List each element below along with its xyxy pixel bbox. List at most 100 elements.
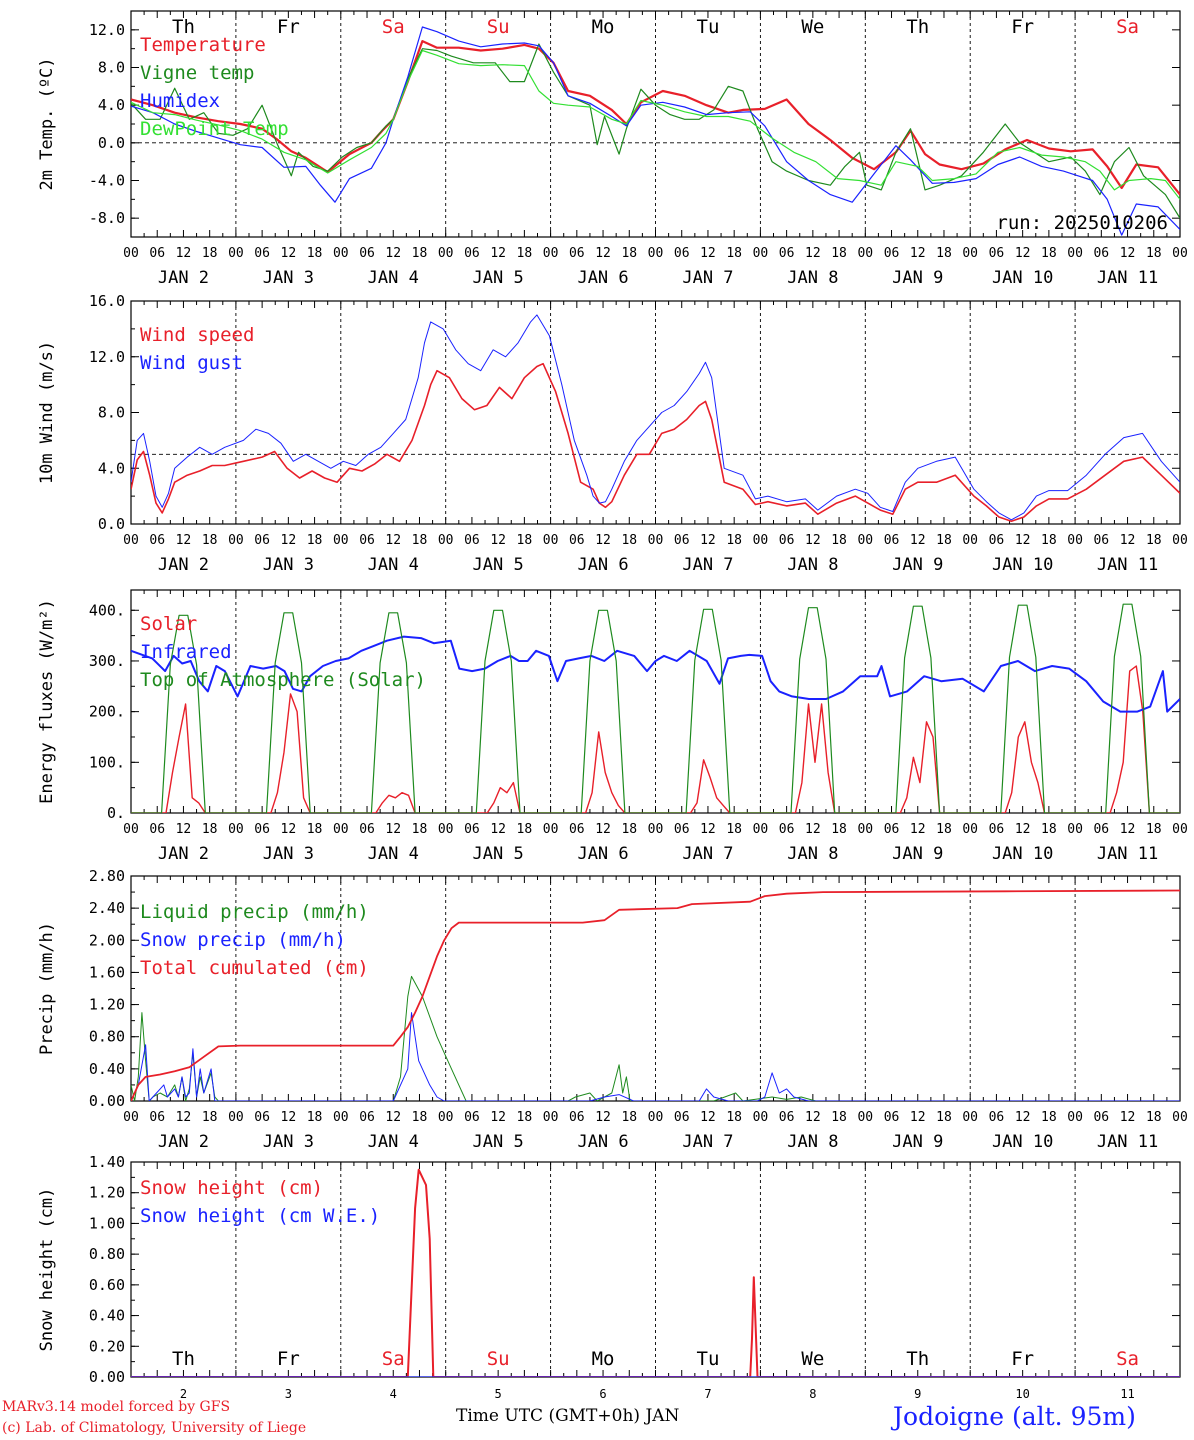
hour-tick-label: 12 <box>385 1110 401 1125</box>
weekday-label: Sa <box>382 16 405 38</box>
hour-tick-label: 00 <box>543 533 559 548</box>
hour-tick-label: 00 <box>438 1110 454 1125</box>
hour-tick-label: 06 <box>779 822 795 837</box>
hour-tick-label: 00 <box>333 533 349 548</box>
series-line <box>131 314 1180 521</box>
hour-tick-label: 12 <box>910 822 926 837</box>
day-label: JAN 11 <box>1097 1132 1158 1152</box>
hour-tick-label: 00 <box>962 822 978 837</box>
hour-tick-label: 00 <box>857 822 873 837</box>
hour-tick-label: 12 <box>1015 533 1031 548</box>
day-label: JAN 6 <box>577 268 628 288</box>
hour-tick-label: 06 <box>149 533 165 548</box>
day-number-label: 4 <box>390 1387 397 1401</box>
hour-tick-label: 18 <box>726 246 742 261</box>
hour-tick-label: 12 <box>595 822 611 837</box>
hour-tick-label: 00 <box>1067 1110 1083 1125</box>
hour-tick-label: 00 <box>1172 822 1188 837</box>
y-tick-label: 0.40 <box>89 1307 125 1325</box>
hour-tick-label: 06 <box>1093 533 1109 548</box>
hour-tick-label: 18 <box>412 1110 428 1125</box>
hour-tick-label: 18 <box>517 822 533 837</box>
hour-tick-label: 00 <box>753 246 769 261</box>
hour-tick-label: 12 <box>700 1110 716 1125</box>
y-axis-label: Precip (mm/h) <box>37 922 57 1055</box>
hour-tick-label: 12 <box>700 533 716 548</box>
hour-tick-label: 18 <box>202 822 218 837</box>
y-axis-label: 10m Wind (m/s) <box>37 341 57 484</box>
hour-tick-label: 18 <box>831 1110 847 1125</box>
hour-tick-label: 12 <box>281 533 297 548</box>
hour-tick-label: 18 <box>307 1110 323 1125</box>
weekday-label: Sa <box>1116 1348 1139 1370</box>
weekday-label: Su <box>487 1348 510 1370</box>
legend-entry: Total cumulated (cm) <box>140 957 369 979</box>
hour-tick-label: 18 <box>517 533 533 548</box>
hour-tick-label: 18 <box>1041 533 1057 548</box>
day-label: JAN 7 <box>682 1132 733 1152</box>
hour-tick-label: 00 <box>123 533 139 548</box>
hour-tick-label: 18 <box>1146 1110 1162 1125</box>
y-tick-label: 0.00 <box>89 1092 125 1110</box>
hour-tick-label: 00 <box>228 246 244 261</box>
hour-tick-label: 18 <box>936 533 952 548</box>
hour-tick-label: 06 <box>254 246 270 261</box>
day-label: JAN 6 <box>577 555 628 575</box>
day-label: JAN 10 <box>992 555 1053 575</box>
hour-tick-label: 06 <box>674 1110 690 1125</box>
day-label: JAN 11 <box>1097 268 1158 288</box>
hour-tick-label: 18 <box>202 246 218 261</box>
weekday-label: Tu <box>697 16 720 38</box>
hour-tick-label: 00 <box>962 1110 978 1125</box>
y-axis-label: Energy fluxes (W/m²) <box>37 599 57 804</box>
weekday-label: Fr <box>277 1348 300 1370</box>
hour-tick-label: 00 <box>438 533 454 548</box>
day-label: JAN 7 <box>682 268 733 288</box>
hour-tick-label: 12 <box>490 822 506 837</box>
day-label: JAN 2 <box>158 555 209 575</box>
day-label: JAN 9 <box>892 844 943 864</box>
hour-tick-label: 18 <box>831 822 847 837</box>
hour-tick-label: 12 <box>1120 822 1136 837</box>
legend-entry: Humidex <box>140 90 220 112</box>
day-number-label: 10 <box>1015 1387 1029 1401</box>
y-tick-label: 1.60 <box>89 963 125 981</box>
hour-tick-label: 18 <box>621 822 637 837</box>
legend-entry: Vigne temp <box>140 62 254 84</box>
day-label: JAN 6 <box>577 1132 628 1152</box>
day-label: JAN 3 <box>263 844 314 864</box>
hour-tick-label: 18 <box>831 533 847 548</box>
hour-tick-label: 00 <box>1172 533 1188 548</box>
day-label: JAN 3 <box>263 268 314 288</box>
hour-tick-label: 18 <box>621 246 637 261</box>
hour-tick-label: 18 <box>517 246 533 261</box>
day-label: JAN 5 <box>473 844 524 864</box>
hour-tick-label: 00 <box>1067 246 1083 261</box>
plot-frame <box>130 300 1181 525</box>
plot-area <box>131 1168 1180 1377</box>
hour-tick-label: 06 <box>149 246 165 261</box>
y-tick-label: 1.40 <box>89 1153 125 1171</box>
y-tick-label: 8.0 <box>98 59 125 77</box>
hour-tick-label: 18 <box>936 246 952 261</box>
y-tick-label: 12.0 <box>89 348 125 366</box>
hour-tick-label: 06 <box>464 822 480 837</box>
hour-tick-label: 06 <box>149 822 165 837</box>
hour-tick-label: 12 <box>805 1110 821 1125</box>
hour-tick-label: 06 <box>464 533 480 548</box>
series-line <box>131 43 1180 219</box>
station-name: Jodoigne (alt. 95m) <box>893 1402 1136 1431</box>
hour-tick-label: 06 <box>464 1110 480 1125</box>
weekday-label: Fr <box>1011 1348 1034 1370</box>
y-axis-label: Snow height (cm) <box>37 1188 57 1352</box>
hour-tick-label: 00 <box>1172 246 1188 261</box>
day-label: JAN 3 <box>263 1132 314 1152</box>
y-tick-label: 0. <box>107 804 125 822</box>
hour-tick-label: 00 <box>648 246 664 261</box>
chart-panel-2: 0.0 4.0 8.0 12.0 16.0 10m Wind (m/s) 00 06 12 18 J… <box>37 292 1188 575</box>
series-line <box>131 889 1180 1101</box>
series-line <box>131 1012 1180 1101</box>
hour-tick-label: 18 <box>831 246 847 261</box>
hour-tick-label: 12 <box>1120 246 1136 261</box>
hour-tick-label: 12 <box>281 246 297 261</box>
